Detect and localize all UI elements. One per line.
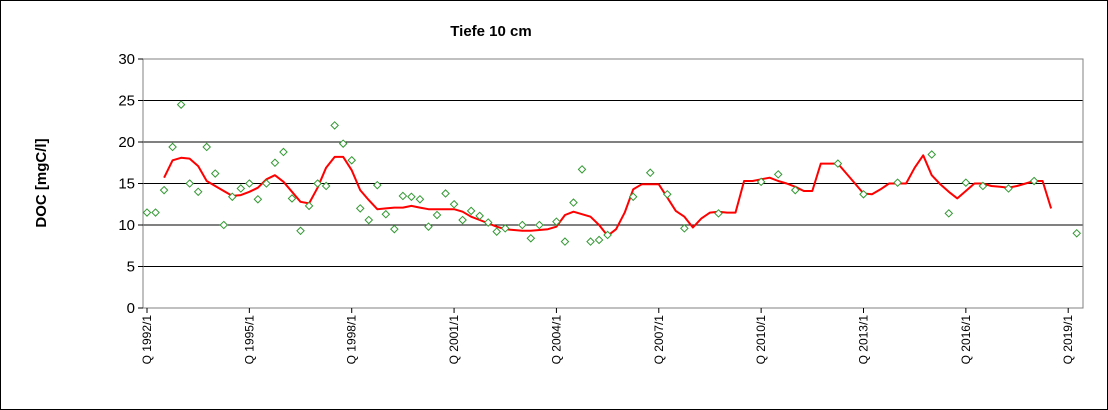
x-tick-label: Q 2010/1 <box>754 315 768 365</box>
data-point <box>833 159 843 168</box>
data-point <box>441 189 450 198</box>
data-point <box>517 220 527 230</box>
x-tick-label: Q 2007/1 <box>652 315 666 365</box>
data-point <box>1004 184 1013 193</box>
data-point <box>424 222 433 231</box>
data-point <box>313 179 322 188</box>
data-point <box>449 199 459 209</box>
data-point <box>432 210 442 220</box>
data-point <box>381 209 391 219</box>
chart-title: Tiefe 10 cm <box>450 23 531 40</box>
x-tick-label: Q 2004/1 <box>549 315 563 365</box>
data-point <box>176 100 186 109</box>
data-point <box>372 180 382 190</box>
data-point <box>790 185 800 195</box>
data-point <box>466 206 476 216</box>
data-point <box>526 233 536 243</box>
data-point <box>364 215 374 225</box>
data-point <box>577 165 587 174</box>
data-point <box>227 192 237 202</box>
x-axis-ticks: Q 1992/1 Q 1995/1 Q 1998/1 Q 2001/1 Q 2004/1… <box>140 308 1075 364</box>
data-point <box>458 215 467 225</box>
x-tick-label: Q 1992/1 <box>140 315 154 365</box>
data-point <box>355 204 365 213</box>
data-point <box>535 220 544 230</box>
data-point <box>552 217 561 226</box>
data-point <box>1072 228 1082 238</box>
data-point <box>245 179 254 188</box>
y-tick-label: 15 <box>118 176 135 193</box>
data-point <box>475 211 484 221</box>
data-point <box>560 237 570 246</box>
data-point <box>390 224 399 234</box>
data-point <box>500 224 510 233</box>
data-point <box>262 179 271 188</box>
data-point <box>569 198 578 207</box>
data-point <box>168 142 177 152</box>
data-point <box>483 218 493 227</box>
data-point <box>270 158 280 168</box>
x-tick-label: Q 1998/1 <box>345 315 359 365</box>
data-point <box>492 227 502 236</box>
data-point <box>219 220 229 230</box>
data-point <box>159 185 169 195</box>
data-point <box>185 179 194 188</box>
data-point <box>961 178 971 187</box>
data-point <box>415 194 425 204</box>
data-point <box>151 208 160 217</box>
data-point <box>978 181 988 191</box>
data-point <box>944 209 954 218</box>
data-point <box>714 209 723 218</box>
data-point <box>927 150 937 159</box>
data-point <box>859 189 868 199</box>
data-point <box>628 192 638 202</box>
y-axis-ticks: 0 5 10 15 20 25 30 <box>118 51 143 317</box>
x-tick-label: Q 1995/1 <box>242 315 256 365</box>
data-point <box>236 184 246 193</box>
data-point <box>287 194 297 203</box>
data-point <box>338 139 348 148</box>
y-tick-label: 20 <box>118 134 135 151</box>
x-tick-label: Q 2013/1 <box>856 315 870 365</box>
data-point <box>210 169 220 178</box>
data-point <box>347 155 357 165</box>
data-point <box>1029 176 1039 186</box>
data-point <box>586 237 595 246</box>
data-point <box>279 147 288 157</box>
series-line <box>163 154 1053 237</box>
data-point <box>407 192 416 202</box>
data-point <box>756 177 766 187</box>
data-point <box>253 194 263 204</box>
data-point <box>773 170 783 179</box>
data-point <box>330 121 339 130</box>
x-tick-label: Q 2019/1 <box>1061 315 1075 365</box>
data-point <box>321 181 331 191</box>
data-point <box>142 208 152 217</box>
data-point <box>680 224 689 233</box>
data-point <box>594 235 604 245</box>
data-point <box>603 230 612 240</box>
data-point <box>893 178 902 187</box>
x-tick-label: Q 2016/1 <box>959 315 973 365</box>
data-point <box>645 168 655 178</box>
data-point <box>304 201 314 211</box>
data-point <box>296 226 305 236</box>
y-tick-label: 5 <box>127 259 135 276</box>
y-tick-label: 30 <box>118 51 135 68</box>
y-axis-label: DOC [mgC/l] <box>33 138 50 227</box>
data-point <box>398 191 408 201</box>
y-tick-label: 25 <box>118 93 135 110</box>
y-tick-label: 0 <box>127 300 135 317</box>
data-series <box>142 100 1082 246</box>
data-point <box>663 189 672 199</box>
data-point <box>193 187 203 197</box>
data-point <box>202 142 212 152</box>
x-tick-label: Q 2001/1 <box>447 315 461 365</box>
y-tick-label: 10 <box>118 217 135 234</box>
